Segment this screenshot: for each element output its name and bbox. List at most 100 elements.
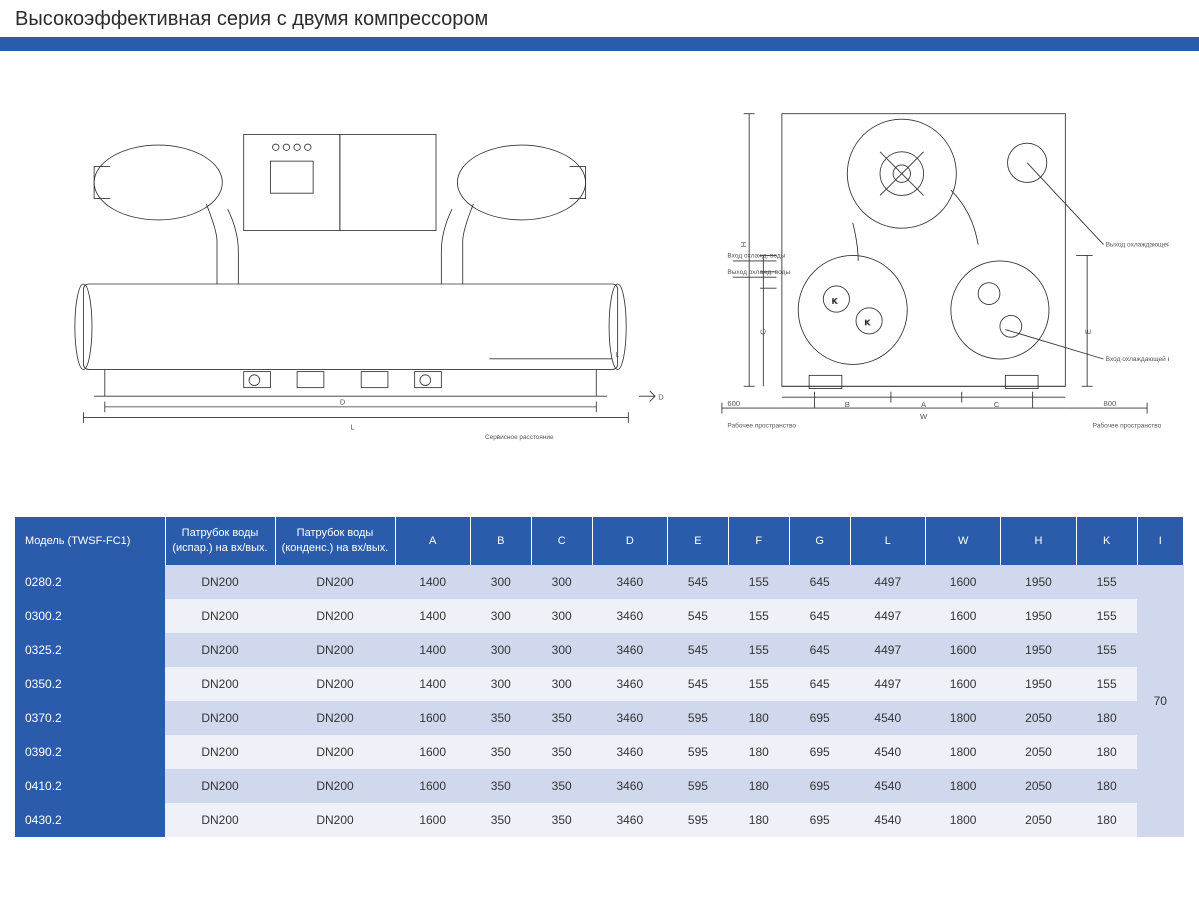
data-cell: 4540: [850, 803, 925, 837]
data-cell: DN200: [165, 735, 275, 769]
diagrams-row: D L L D Сервисное расстояние: [0, 81, 1199, 457]
data-cell: 645: [789, 599, 850, 633]
col-l: L: [850, 517, 925, 565]
data-cell: 1800: [925, 701, 1000, 735]
cold-out-label: Выход охлажд. воды: [727, 269, 790, 276]
col-b: B: [470, 517, 531, 565]
model-cell: 0350.2: [15, 667, 165, 701]
data-cell: 545: [667, 633, 728, 667]
dim-label-l: L: [351, 422, 355, 431]
data-cell: 2050: [1001, 803, 1076, 837]
data-cell: 1600: [395, 803, 470, 837]
data-cell: 4540: [850, 769, 925, 803]
cooling-in-label: Вход охлаждающей воды: [1106, 355, 1169, 363]
table-header: Модель (TWSF-FC1) Патрубок воды (испар.)…: [15, 517, 1184, 565]
col-e: E: [667, 517, 728, 565]
data-cell: 3460: [592, 599, 667, 633]
table-row: 0325.2DN200DN200140030030034605451556454…: [15, 633, 1184, 667]
model-cell: 0390.2: [15, 735, 165, 769]
data-cell: DN200: [275, 667, 395, 701]
data-cell: 1950: [1001, 599, 1076, 633]
cold-in-label: Вход охлажд. воды: [727, 253, 785, 260]
page-title: Высокоэффективная серия с двумя компресс…: [0, 0, 1199, 37]
model-cell: 0430.2: [15, 803, 165, 837]
data-cell: 1400: [395, 633, 470, 667]
front-view-diagram: D L L D Сервисное расстояние: [30, 81, 671, 444]
table-row: 0430.2DN200DN200160035035034605951806954…: [15, 803, 1184, 837]
data-cell: 4497: [850, 599, 925, 633]
col-model: Модель (TWSF-FC1): [15, 517, 165, 565]
model-cell: 0370.2: [15, 701, 165, 735]
data-cell: 3460: [592, 735, 667, 769]
data-cell: 3460: [592, 565, 667, 599]
data-cell: 545: [667, 667, 728, 701]
data-cell: 1600: [395, 701, 470, 735]
data-cell: 1600: [925, 667, 1000, 701]
col-cond: Патрубок воды (конденс.) на вх/вых.: [275, 517, 395, 565]
data-cell: 300: [470, 633, 531, 667]
col-i: I: [1137, 517, 1183, 565]
data-cell: 545: [667, 565, 728, 599]
data-cell: 1800: [925, 735, 1000, 769]
model-cell: 0300.2: [15, 599, 165, 633]
data-cell: DN200: [275, 701, 395, 735]
dim-800: 800: [1104, 399, 1117, 408]
dim-g: G: [759, 329, 768, 335]
data-cell: 1600: [395, 735, 470, 769]
dim-label-d: D: [340, 398, 346, 407]
data-cell: 155: [728, 565, 789, 599]
data-cell: 2050: [1001, 701, 1076, 735]
col-d: D: [592, 517, 667, 565]
data-cell: 1800: [925, 769, 1000, 803]
i-cell: 70: [1137, 565, 1183, 837]
data-cell: 180: [728, 701, 789, 735]
data-cell: DN200: [275, 599, 395, 633]
data-cell: 2050: [1001, 735, 1076, 769]
table-row: 0390.2DN200DN200160035035034605951806954…: [15, 735, 1184, 769]
data-cell: DN200: [165, 769, 275, 803]
data-cell: 1600: [925, 565, 1000, 599]
data-cell: 300: [470, 599, 531, 633]
data-cell: 695: [789, 769, 850, 803]
data-cell: 645: [789, 667, 850, 701]
model-cell: 0325.2: [15, 633, 165, 667]
data-cell: DN200: [275, 769, 395, 803]
col-k: K: [1076, 517, 1137, 565]
data-cell: 645: [789, 565, 850, 599]
dim-600: 600: [727, 399, 740, 408]
data-cell: DN200: [165, 701, 275, 735]
table-row: 0370.2DN200DN200160035035034605951806954…: [15, 701, 1184, 735]
cooling-out-label: Выход охлаждающей воды: [1106, 241, 1169, 249]
data-cell: 350: [531, 701, 592, 735]
dim-h: H: [739, 242, 748, 248]
label-k2: K: [865, 318, 870, 327]
side-view-diagram: K K: [711, 81, 1169, 452]
table-row: 0410.2DN200DN200160035035034605951806954…: [15, 769, 1184, 803]
data-cell: 300: [531, 633, 592, 667]
col-h: H: [1001, 517, 1076, 565]
data-cell: 1400: [395, 565, 470, 599]
data-cell: DN200: [165, 667, 275, 701]
data-cell: 155: [728, 599, 789, 633]
data-cell: 350: [531, 735, 592, 769]
data-cell: 350: [470, 735, 531, 769]
data-cell: 3460: [592, 633, 667, 667]
data-cell: 180: [1076, 735, 1137, 769]
data-cell: 300: [531, 667, 592, 701]
data-cell: 155: [1076, 599, 1137, 633]
data-cell: 155: [1076, 633, 1137, 667]
data-cell: 1600: [925, 599, 1000, 633]
data-cell: DN200: [275, 735, 395, 769]
col-g: G: [789, 517, 850, 565]
data-cell: 4540: [850, 735, 925, 769]
spec-table: Модель (TWSF-FC1) Патрубок воды (испар.)…: [15, 517, 1184, 837]
data-cell: DN200: [275, 803, 395, 837]
dim-e: E: [1083, 329, 1092, 334]
data-cell: 4497: [850, 667, 925, 701]
data-cell: 595: [667, 803, 728, 837]
data-cell: 180: [1076, 701, 1137, 735]
data-cell: 595: [667, 769, 728, 803]
dim-b: B: [845, 400, 850, 409]
data-cell: 180: [1076, 803, 1137, 837]
data-cell: 4540: [850, 701, 925, 735]
